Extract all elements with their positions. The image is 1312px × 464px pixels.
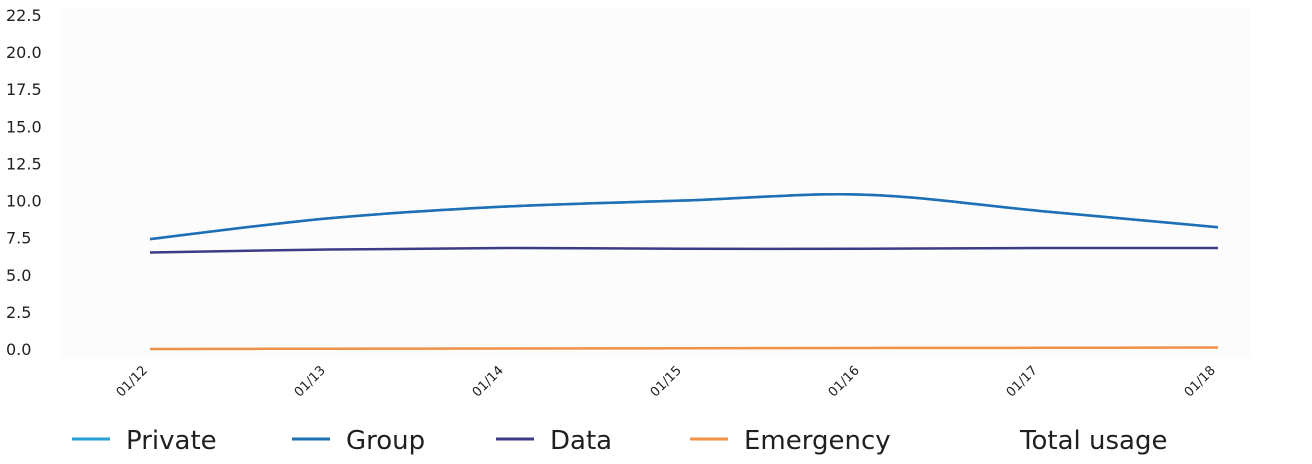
series-lines <box>149 193 1219 351</box>
x-tick-label: 01/16 <box>826 363 863 400</box>
legend-label-total-usage: Total usage <box>1019 426 1167 456</box>
y-tick-label: 7.5 <box>6 229 31 248</box>
y-tick-label: 0.0 <box>6 340 31 359</box>
x-tick-label: 01/17 <box>1004 363 1041 400</box>
legend-label-data: Data <box>550 426 612 456</box>
x-tick-label: 01/15 <box>648 363 685 400</box>
x-tick-label: 01/12 <box>114 363 151 400</box>
legend: Private Group Data Emergency Total usage <box>72 426 1167 456</box>
y-tick-label: 17.5 <box>6 80 42 99</box>
y-tick-label: 10.0 <box>6 192 42 211</box>
x-axis: 01/12 01/13 01/14 01/15 01/16 01/17 01/18 <box>114 363 1219 400</box>
x-tick-label: 01/14 <box>470 363 507 400</box>
legend-label-private: Private <box>126 426 217 456</box>
x-tick-label: 01/18 <box>1182 363 1219 400</box>
y-tick-label: 12.5 <box>6 154 42 173</box>
y-tick-label: 15.0 <box>6 117 42 136</box>
x-tick-label: 01/13 <box>292 363 329 400</box>
y-axis: 0.0 2.5 5.0 7.5 10.0 12.5 15.0 17.5 20.0 22.5 <box>6 6 42 359</box>
legend-label-group: Group <box>346 426 425 456</box>
y-tick-label: 22.5 <box>6 6 42 25</box>
plot-background <box>60 8 1250 358</box>
series-line-emergency <box>149 346 1219 351</box>
y-tick-label: 2.5 <box>6 303 31 322</box>
series-line-group <box>149 193 1219 241</box>
series-line-data <box>149 246 1219 254</box>
legend-label-emergency: Emergency <box>744 426 891 456</box>
y-tick-label: 20.0 <box>6 43 42 62</box>
y-tick-label: 5.0 <box>6 266 31 285</box>
